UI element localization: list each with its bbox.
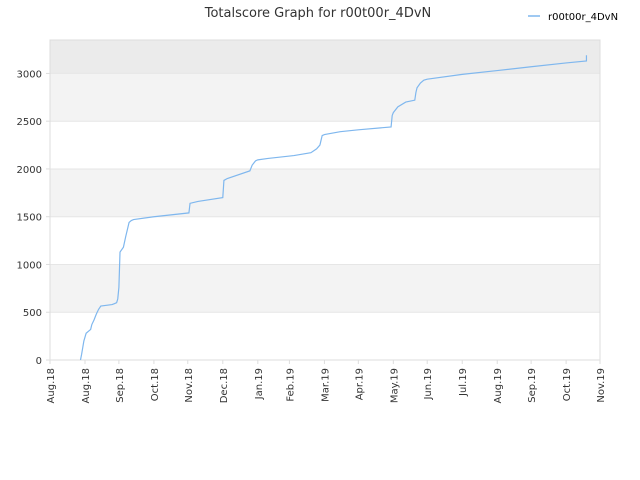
y-tick-label: 1000 <box>17 260 42 271</box>
x-tick-label: Aug.19 <box>493 368 504 403</box>
y-tick-label: 3000 <box>17 69 42 80</box>
x-tick-label: Oct.19 <box>562 368 573 401</box>
x-tick-label: Aug.18 <box>46 368 57 403</box>
y-tick-label: 0 <box>36 356 42 367</box>
x-tick-label: Jun.19 <box>423 368 434 401</box>
y-axis: 0 500 1000 1500 2000 2500 3000 <box>17 69 50 367</box>
plot-band <box>50 168 600 217</box>
x-tick-label: Feb.19 <box>285 368 296 402</box>
x-tick-label: Sep.18 <box>115 368 126 403</box>
series-layer <box>79 55 588 361</box>
plot-band <box>50 121 600 169</box>
y-tick-label: 500 <box>23 308 42 319</box>
plot-band <box>50 264 600 313</box>
x-tick-label: Dec.18 <box>219 368 230 403</box>
y-tick-label: 2000 <box>17 165 42 176</box>
plot-band <box>50 216 600 265</box>
x-tick-label: Nov.19 <box>596 368 607 403</box>
x-tick-label: May.19 <box>389 368 400 403</box>
chart-title: Totalscore Graph for r00t00r_4DvN <box>204 6 432 21</box>
y-tick-label: 2500 <box>17 117 42 128</box>
x-tick-label: Sep.19 <box>527 368 538 403</box>
plot-band <box>50 312 600 360</box>
x-tick-label: Mar.19 <box>320 368 331 402</box>
x-tick-label: Jan.19 <box>254 368 265 400</box>
legend-label: r00t00r_4DvN <box>548 12 618 23</box>
x-tick-label: Oct.18 <box>150 368 161 401</box>
x-axis: Aug.18 Aug.18 Sep.18 Oct.18 Nov.18 Dec.18 Jan.… <box>46 360 607 403</box>
plot-band <box>50 73 600 122</box>
series-line <box>79 55 588 361</box>
y-tick-label: 1500 <box>17 213 42 224</box>
legend[interactable]: r00t00r_4DvN <box>528 12 618 23</box>
x-tick-label: Nov.18 <box>184 368 195 403</box>
x-tick-label: Apr.19 <box>354 368 365 400</box>
plot-bands <box>50 40 600 360</box>
plot-band <box>50 40 600 74</box>
plot-border <box>49 39 601 361</box>
x-tick-label: Jul.19 <box>458 368 469 397</box>
x-tick-label: Aug.18 <box>81 368 92 403</box>
